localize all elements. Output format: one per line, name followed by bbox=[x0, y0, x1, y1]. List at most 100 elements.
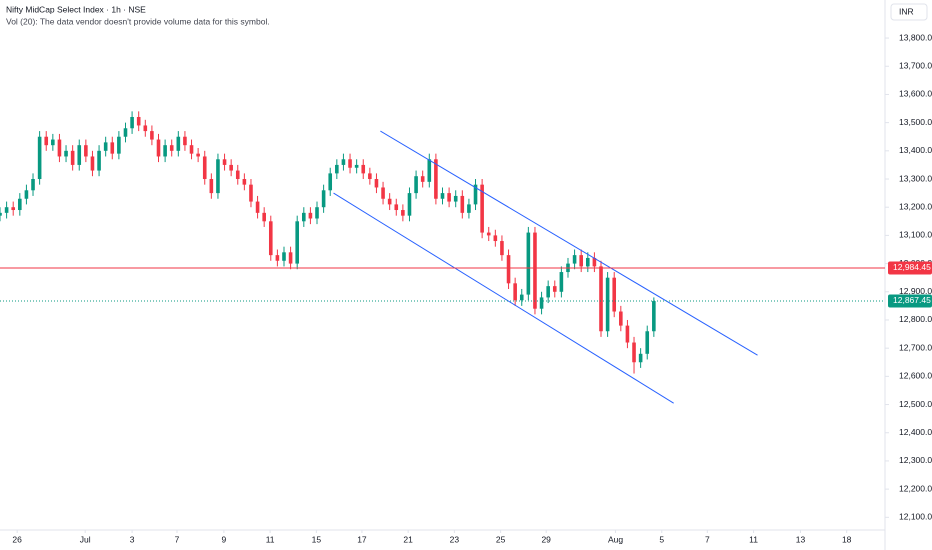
candle-body bbox=[57, 139, 62, 157]
candle-body bbox=[51, 139, 55, 146]
candle-body bbox=[302, 212, 306, 222]
candle-body bbox=[387, 198, 392, 205]
price-tag-label: 12,984.45 bbox=[893, 262, 931, 272]
y-tick-label: 13,800.00 bbox=[899, 32, 932, 42]
candle-body bbox=[585, 257, 590, 267]
candle-body bbox=[183, 136, 187, 146]
y-tick-label: 12,300.00 bbox=[899, 455, 932, 465]
y-tick-label: 12,400.00 bbox=[899, 427, 932, 437]
candle-body bbox=[539, 297, 544, 309]
x-tick-label: 9 bbox=[222, 534, 227, 544]
candle-body bbox=[612, 277, 617, 312]
candle-body bbox=[335, 164, 339, 174]
candle-body bbox=[255, 201, 260, 213]
currency-box[interactable] bbox=[890, 3, 928, 21]
candle-body bbox=[447, 193, 451, 202]
candle-body bbox=[480, 184, 484, 233]
x-tick-label: 21 bbox=[403, 534, 413, 544]
x-tick-label: 26 bbox=[12, 534, 22, 544]
x-tick-label: 3 bbox=[130, 534, 135, 544]
candle-body bbox=[605, 277, 610, 332]
candle-body bbox=[136, 116, 141, 126]
trend-line bbox=[380, 130, 758, 356]
candle-body bbox=[473, 184, 478, 205]
candle-body bbox=[599, 266, 603, 332]
trend-line bbox=[333, 192, 674, 404]
y-tick-label: 12,900.00 bbox=[899, 286, 932, 296]
candle-body bbox=[103, 142, 108, 151]
price-tag bbox=[888, 294, 932, 308]
candle-body bbox=[156, 139, 161, 157]
candle-body bbox=[262, 212, 266, 222]
x-tick-label: Jul bbox=[80, 534, 91, 544]
candle-body bbox=[414, 176, 418, 194]
candle-body bbox=[513, 283, 517, 301]
x-tick-label: 11 bbox=[749, 534, 758, 544]
candle-body bbox=[275, 255, 280, 261]
y-tick-label: 12,200.00 bbox=[899, 483, 932, 493]
candle-body bbox=[552, 286, 557, 292]
x-tick-label: Aug bbox=[608, 534, 623, 544]
x-tick-label: 7 bbox=[175, 534, 180, 544]
candle-body bbox=[150, 131, 154, 140]
x-tick-label: 17 bbox=[357, 534, 367, 544]
candle-body bbox=[619, 311, 623, 326]
y-tick-label: 13,400.00 bbox=[899, 145, 932, 155]
candle-body bbox=[176, 136, 181, 151]
candle-body bbox=[315, 207, 319, 219]
candle-body bbox=[143, 125, 148, 132]
candle-body bbox=[18, 198, 22, 211]
candle-body bbox=[84, 145, 88, 157]
y-tick-label: 12,600.00 bbox=[899, 371, 932, 381]
candle-body bbox=[394, 204, 399, 211]
y-tick-label: 13,700.00 bbox=[899, 61, 932, 71]
candle-body bbox=[506, 255, 511, 284]
currency[interactable]: INR bbox=[899, 6, 914, 16]
x-tick-label: 23 bbox=[450, 534, 460, 544]
candle-body bbox=[519, 294, 524, 301]
candle-body bbox=[222, 159, 227, 165]
candle-body bbox=[420, 176, 425, 182]
candle-body bbox=[196, 153, 200, 157]
candle-body bbox=[652, 301, 656, 332]
x-tick-label: 7 bbox=[705, 534, 710, 544]
candle-body bbox=[559, 272, 564, 292]
candle-body bbox=[341, 159, 346, 165]
candle-body bbox=[202, 156, 207, 180]
candle-body bbox=[348, 159, 352, 168]
candle-body bbox=[163, 145, 167, 157]
candle-body bbox=[368, 173, 372, 180]
candle-body bbox=[500, 241, 504, 256]
candle-body bbox=[169, 145, 174, 151]
candle-body bbox=[249, 184, 253, 202]
candle-body bbox=[526, 232, 531, 295]
candle-body bbox=[282, 252, 286, 261]
price-tag bbox=[888, 261, 932, 275]
candle-body bbox=[533, 232, 537, 309]
candle-body bbox=[592, 257, 597, 267]
candle-body bbox=[4, 207, 9, 213]
candle-body bbox=[625, 325, 630, 343]
x-tick-label: 29 bbox=[541, 534, 551, 544]
y-tick-label: 12,700.00 bbox=[899, 342, 932, 352]
candle-body bbox=[440, 193, 445, 199]
candle-body bbox=[242, 179, 247, 185]
candle-body bbox=[321, 190, 326, 208]
y-tick-label: 13,200.00 bbox=[899, 201, 932, 211]
x-tick-label: 11 bbox=[266, 534, 275, 544]
candle-body bbox=[328, 173, 333, 191]
y-tick-label: 12,500.00 bbox=[899, 399, 932, 409]
candle-body bbox=[110, 142, 115, 154]
y-tick-label: 13,100.00 bbox=[899, 230, 932, 240]
candle-body bbox=[90, 156, 95, 171]
candle-body bbox=[216, 159, 220, 194]
candle-body bbox=[288, 252, 293, 264]
candle-body bbox=[123, 128, 128, 137]
candle-body bbox=[374, 179, 379, 188]
candle-body bbox=[37, 136, 42, 180]
candle-body bbox=[70, 150, 75, 165]
candle-body bbox=[645, 331, 650, 354]
candle-body bbox=[579, 255, 583, 267]
candle-body bbox=[460, 195, 465, 213]
x-tick-label: 18 bbox=[842, 534, 852, 544]
